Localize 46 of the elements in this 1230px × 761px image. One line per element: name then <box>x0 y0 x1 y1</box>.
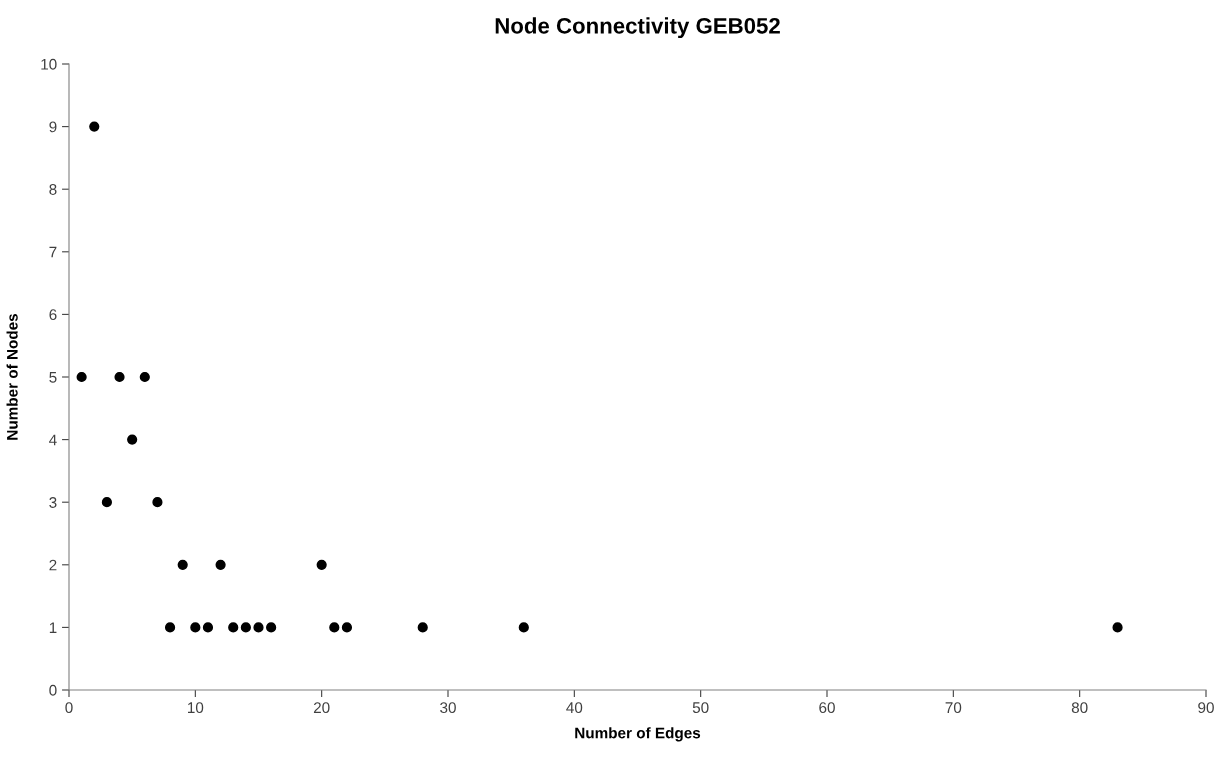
y-tick-label: 2 <box>49 559 57 571</box>
x-tick-label: 80 <box>1071 702 1088 714</box>
y-tick-label: 6 <box>49 309 57 321</box>
point <box>266 622 277 633</box>
point <box>1112 622 1123 633</box>
point <box>316 559 327 570</box>
point <box>417 622 428 633</box>
x-tick-label: 10 <box>188 702 204 714</box>
y-tick-label: 5 <box>49 372 57 383</box>
point <box>139 371 150 383</box>
point <box>164 622 176 633</box>
point <box>114 371 125 383</box>
y-axis-title: Number of Nodes <box>6 313 18 440</box>
point <box>329 622 340 633</box>
point <box>253 622 264 633</box>
x-tick-label: 20 <box>313 702 330 714</box>
point <box>177 559 188 570</box>
x-tick-label: 90 <box>1198 702 1214 714</box>
x-tick-label: 50 <box>692 702 709 714</box>
x-tick-label: 60 <box>819 702 835 714</box>
y-tick-label: 1 <box>49 622 57 633</box>
point <box>190 622 201 633</box>
point <box>228 622 239 633</box>
x-tick-label: 70 <box>945 702 962 714</box>
x-axis-title: Number of Edges <box>575 727 701 742</box>
chart-title: Node Connectivity GEB052 <box>495 17 780 39</box>
point <box>101 497 112 508</box>
point <box>127 434 138 445</box>
y-tick-label: 4 <box>49 434 57 446</box>
x-tick-label: 0 <box>65 702 73 714</box>
point <box>215 559 226 570</box>
point <box>152 497 163 508</box>
y-tick-label: 7 <box>49 246 57 258</box>
point <box>240 622 251 633</box>
point <box>202 622 214 633</box>
x-tick-label: 40 <box>566 702 583 714</box>
x-tick-label: 30 <box>440 702 456 714</box>
y-tick-label: 8 <box>49 184 57 195</box>
y-tick-label: 9 <box>49 121 57 133</box>
point <box>341 622 353 633</box>
y-tick-label: 3 <box>49 497 57 508</box>
point <box>89 121 100 132</box>
y-tick-label: 10 <box>41 58 57 70</box>
y-tick-label: 0 <box>49 684 57 696</box>
point <box>76 371 87 383</box>
point <box>518 622 529 633</box>
